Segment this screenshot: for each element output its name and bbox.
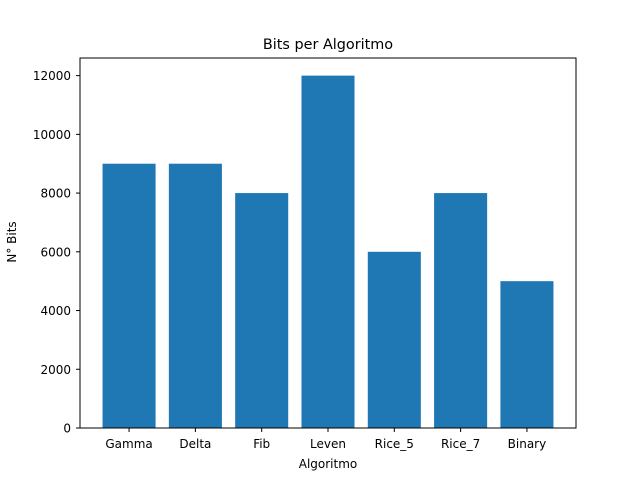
x-axis-ticks: Gamma Delta Fib Leven Rice_5 Rice_7 Binary [105, 428, 546, 451]
plot-area-frame [79, 57, 577, 429]
bar-fib [235, 193, 289, 428]
x-tick-label: Leven [310, 437, 346, 451]
x-tick-label: Rice_7 [441, 437, 480, 451]
bars-group [102, 75, 554, 428]
bar-binary [500, 281, 554, 428]
y-tick-label: 0 [63, 422, 71, 436]
bar-leven [301, 75, 355, 428]
x-tick-label: Fib [253, 437, 270, 451]
bar-rice_5 [367, 251, 421, 428]
y-tick-label: 6000 [40, 245, 71, 259]
bar-delta [168, 163, 222, 428]
y-tick-label: 4000 [40, 304, 71, 318]
x-tick-label: Gamma [105, 437, 152, 451]
y-tick-label: 10000 [33, 128, 71, 142]
x-axis-label: Algoritmo [299, 457, 358, 471]
y-tick-label: 12000 [33, 69, 71, 83]
y-tick-label: 8000 [40, 187, 71, 201]
y-axis-ticks: 0 2000 4000 6000 8000 10000 12000 [33, 69, 80, 436]
bar-rice_7 [434, 193, 488, 428]
x-tick-label: Binary [508, 437, 547, 451]
x-tick-label: Rice_5 [375, 437, 414, 451]
y-tick-label: 2000 [40, 363, 71, 377]
bar-gamma [102, 163, 156, 428]
y-axis-label: N° Bits [5, 221, 19, 262]
x-tick-label: Delta [179, 437, 211, 451]
chart-title: Bits per Algoritmo [263, 37, 393, 53]
